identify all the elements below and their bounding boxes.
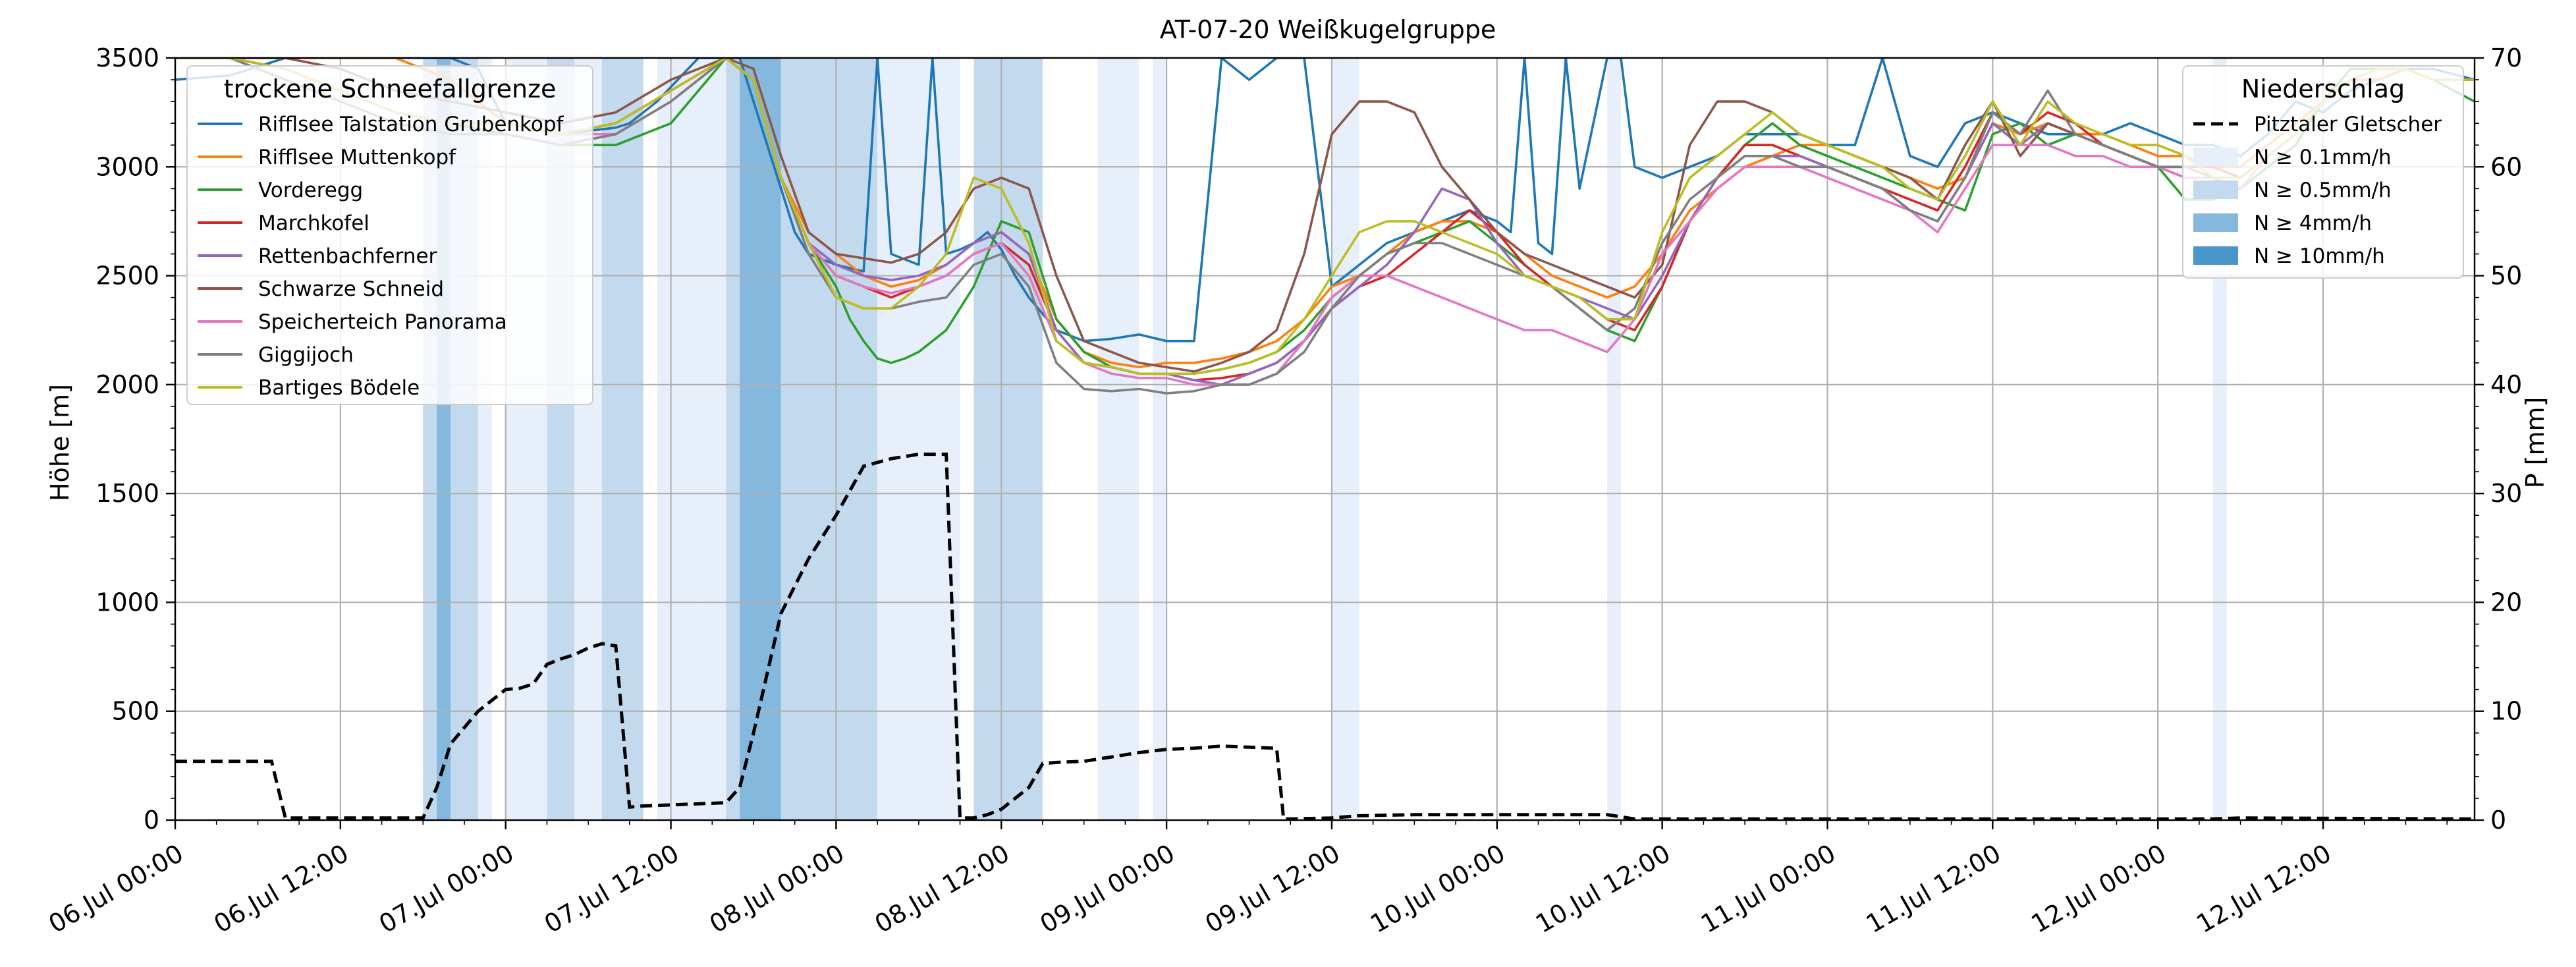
precip-band-18 bbox=[1607, 58, 1621, 820]
legend-precip-swatch-1 bbox=[2193, 148, 2238, 166]
precip-band-9 bbox=[726, 58, 740, 820]
y-tick-label-right-5: 50 bbox=[2490, 262, 2522, 290]
precip-band-13 bbox=[973, 58, 1043, 820]
legend-precip-swatch-4 bbox=[2193, 246, 2238, 265]
chart-title: AT-07-20 Weißkugelgruppe bbox=[1160, 15, 1496, 44]
y-tick-label-left-7: 3500 bbox=[96, 43, 159, 72]
legend-precip-swatch-3 bbox=[2193, 213, 2238, 232]
y-tick-label-left-3: 1500 bbox=[96, 479, 159, 508]
y-tick-label-left-0: 0 bbox=[144, 806, 159, 835]
y-tick-label-right-4: 40 bbox=[2490, 370, 2522, 399]
snowline-series bbox=[175, 58, 2475, 395]
legend-precip-label-1: N ≥ 0.1mm/h bbox=[2254, 146, 2392, 169]
legend-stations-box bbox=[186, 65, 593, 405]
legend-precip-label-2: N ≥ 0.5mm/h bbox=[2254, 179, 2392, 202]
y-tick-label-left-2: 1000 bbox=[96, 588, 159, 617]
y-tick-label-right-0: 0 bbox=[2490, 806, 2506, 835]
legend-label-5: Schwarze Schneid bbox=[258, 277, 444, 301]
y-axis-label-left: Höhe [m] bbox=[45, 384, 74, 501]
precip-band-14 bbox=[1097, 58, 1139, 820]
legend-precip-label-4: N ≥ 10mm/h bbox=[2254, 244, 2385, 268]
legend-precip-label-3: N ≥ 4mm/h bbox=[2254, 211, 2372, 235]
precip-band-7 bbox=[657, 58, 699, 820]
legend-precip-swatch-2 bbox=[2193, 180, 2238, 199]
precip-band-12 bbox=[877, 58, 960, 820]
plot-frame bbox=[174, 57, 2476, 821]
legend-label-8: Bartiges Bödele bbox=[258, 376, 420, 400]
legend-label-7: Giggijoch bbox=[258, 343, 354, 367]
precip-band-10 bbox=[740, 58, 781, 820]
legend-label-4: Rettenbachferner bbox=[258, 244, 437, 268]
legend-precip-label-0: Pitztaler Gletscher bbox=[2254, 113, 2442, 136]
y-tick-label-left-4: 2000 bbox=[96, 370, 159, 399]
y-tick-label-right-7: 70 bbox=[2490, 43, 2522, 72]
y-tick-label-right-1: 10 bbox=[2490, 697, 2522, 726]
y-tick-label-left-1: 500 bbox=[111, 697, 159, 726]
y-axis-label-right: P [mm] bbox=[2521, 397, 2550, 489]
legend-stations: trockene Schneefallgrenze Rifflsee Talsta… bbox=[186, 65, 593, 405]
y-tick-label-right-6: 60 bbox=[2490, 152, 2522, 181]
precip-band-17 bbox=[1345, 58, 1359, 820]
y-tick-label-left-6: 3000 bbox=[96, 152, 159, 181]
y-tick-label-right-2: 20 bbox=[2490, 588, 2522, 617]
precip-band-6 bbox=[602, 58, 644, 820]
y-tick-label-right-3: 30 bbox=[2490, 479, 2522, 508]
series-line-0 bbox=[175, 58, 2475, 343]
y-tick-label-left-5: 2500 bbox=[96, 262, 159, 290]
precip-band-15 bbox=[1153, 58, 1167, 820]
series-line-pitztaler-gletscher bbox=[175, 453, 2475, 820]
legend-label-1: Rifflsee Muttenkopf bbox=[258, 146, 456, 169]
legend-precip-box bbox=[2182, 65, 2464, 279]
legend-stations-title: trockene Schneefallgrenze bbox=[224, 74, 557, 103]
legend-precipitation: Niederschlag Pitztaler Gletscher N ≥ 0.1mm… bbox=[2182, 65, 2464, 279]
precip-band-8 bbox=[698, 58, 726, 820]
cumulative-precipitation bbox=[175, 453, 2475, 820]
legend-label-6: Speicherteich Panorama bbox=[258, 310, 507, 334]
precip-band-11 bbox=[781, 58, 878, 820]
legend-label-3: Marchkofel bbox=[258, 211, 370, 235]
legend-precip-title: Niederschlag bbox=[2241, 74, 2405, 103]
series-line-8 bbox=[175, 58, 2475, 375]
legend-label-2: Vorderegg bbox=[258, 179, 363, 202]
legend-label-0: Rifflsee Talstation Grubenkopf bbox=[258, 113, 564, 136]
precip-band-16 bbox=[1331, 58, 1346, 820]
